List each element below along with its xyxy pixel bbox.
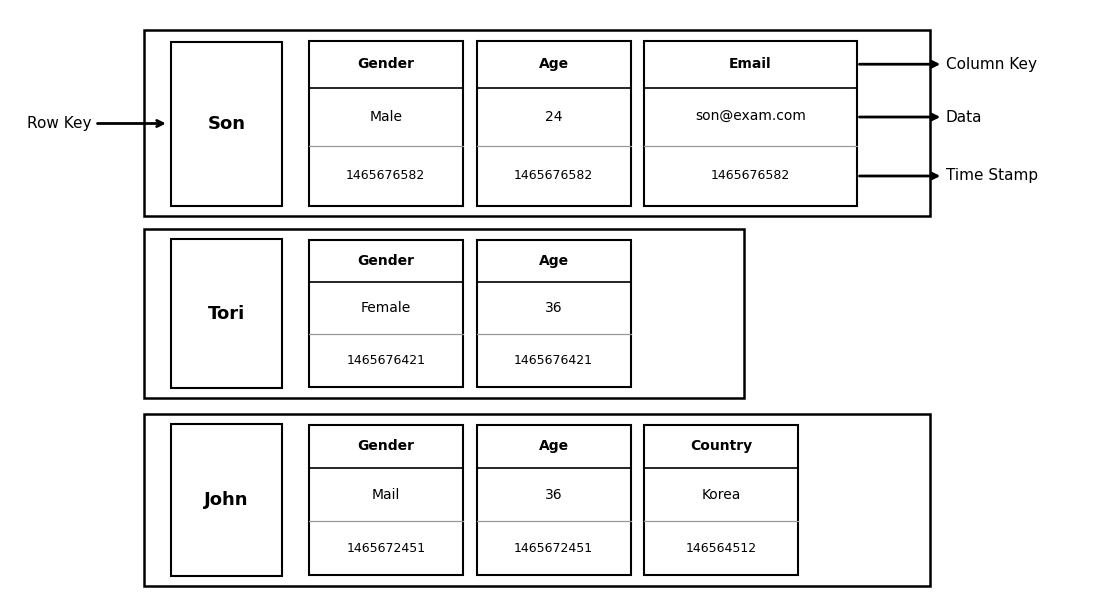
Text: 1465676582: 1465676582: [711, 169, 790, 182]
Bar: [309, 41, 462, 206]
Text: Gender: Gender: [357, 439, 415, 453]
Text: Gender: Gender: [357, 57, 415, 71]
Text: 1465672451: 1465672451: [514, 541, 593, 555]
Text: Country: Country: [690, 439, 752, 453]
Bar: [477, 240, 630, 387]
Text: 36: 36: [545, 487, 562, 501]
Bar: [144, 415, 930, 586]
Text: 1465676421: 1465676421: [514, 354, 593, 367]
Text: Tori: Tori: [208, 305, 246, 323]
Text: Data: Data: [859, 110, 982, 124]
Text: Time Stamp: Time Stamp: [859, 169, 1037, 184]
Text: 146564512: 146564512: [686, 541, 757, 555]
Text: 36: 36: [545, 301, 562, 315]
Text: Row Key: Row Key: [28, 116, 163, 131]
Text: 1465676582: 1465676582: [346, 169, 426, 182]
Text: 1465676582: 1465676582: [514, 169, 593, 182]
Text: Mail: Mail: [372, 487, 400, 501]
Bar: [170, 42, 282, 206]
Bar: [645, 425, 799, 575]
Bar: [309, 240, 462, 387]
Text: Female: Female: [361, 301, 411, 315]
Text: Age: Age: [539, 57, 568, 71]
Text: John: John: [205, 492, 249, 509]
Text: Age: Age: [539, 439, 568, 453]
Text: son@exam.com: son@exam.com: [695, 110, 806, 124]
Text: 24: 24: [545, 110, 562, 124]
Text: Column Key: Column Key: [859, 57, 1036, 71]
Text: Male: Male: [369, 110, 403, 124]
Bar: [170, 424, 282, 577]
Bar: [477, 425, 630, 575]
Text: Age: Age: [539, 254, 568, 268]
Text: Email: Email: [729, 57, 772, 71]
Bar: [144, 30, 930, 216]
Bar: [170, 240, 282, 389]
Text: Gender: Gender: [357, 254, 415, 268]
Text: Son: Son: [208, 115, 246, 133]
Text: 1465676421: 1465676421: [346, 354, 426, 367]
Text: Korea: Korea: [701, 487, 741, 501]
Text: 1465672451: 1465672451: [346, 541, 426, 555]
Bar: [144, 229, 744, 398]
Bar: [309, 425, 462, 575]
Bar: [645, 41, 857, 206]
Bar: [477, 41, 630, 206]
